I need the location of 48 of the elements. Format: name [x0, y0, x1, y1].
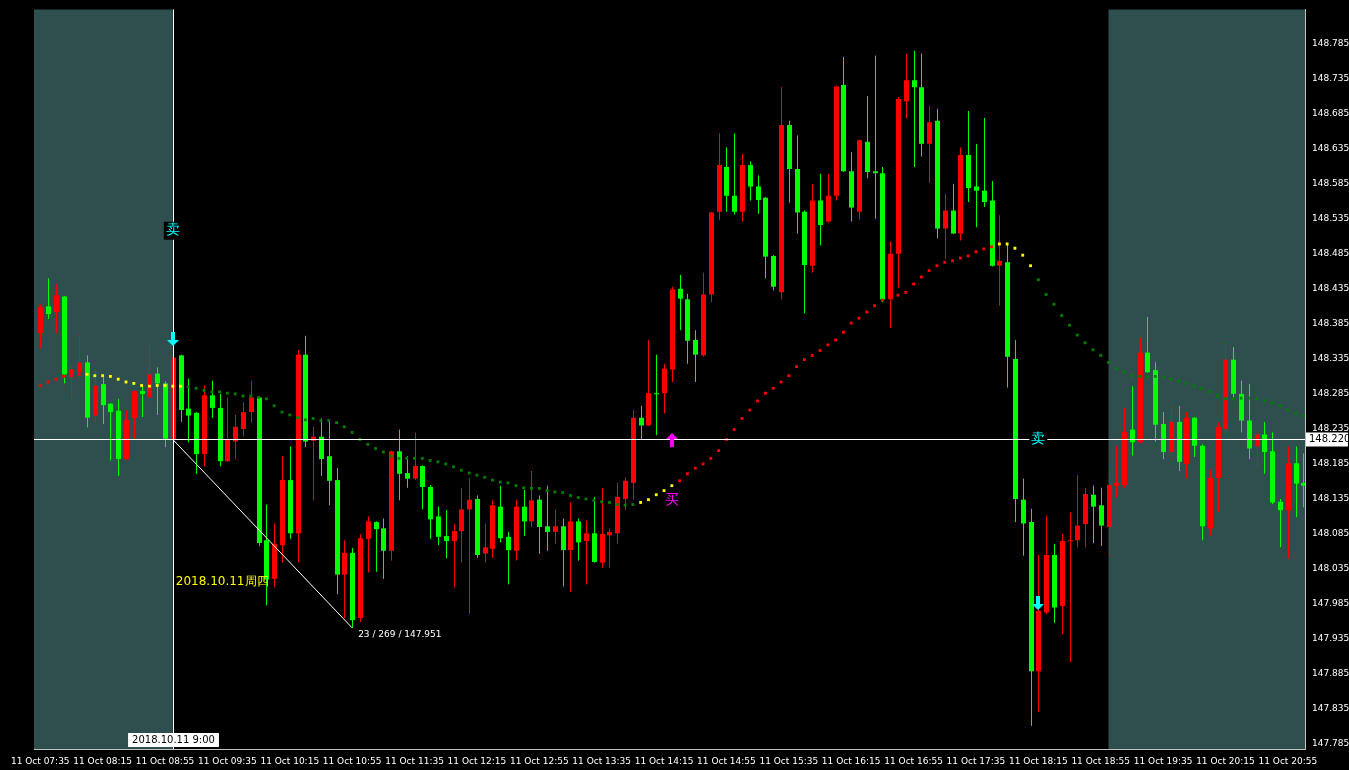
y-tick-label: 148.335 [1312, 353, 1349, 364]
y-tick-label: 148.435 [1312, 283, 1349, 294]
annotation: 卖 [165, 221, 180, 238]
ref-line-label: 148.220 [1309, 433, 1349, 445]
x-tick-label: 11 Oct 15:35 [759, 755, 819, 766]
y-tick-label: 148.035 [1312, 563, 1349, 574]
x-tick-label: 11 Oct 16:55 [884, 755, 943, 766]
y-tick-label: 148.285 [1312, 388, 1349, 399]
x-tick-label: 11 Oct 11:35 [385, 755, 444, 766]
x-tick-label: 11 Oct 14:55 [697, 755, 756, 766]
y-tick-label: 147.935 [1312, 633, 1349, 644]
y-tick-label: 148.385 [1312, 318, 1349, 329]
ref-line-label: 2018.10.11 9:00 [132, 733, 215, 745]
x-tick-label: 11 Oct 20:55 [1258, 755, 1318, 766]
x-tick-label: 11 Oct 16:15 [821, 755, 881, 766]
x-tick-label: 11 Oct 10:55 [322, 755, 382, 766]
y-tick-label: 148.685 [1312, 108, 1349, 119]
annotation: 买 [664, 491, 679, 508]
x-tick-label: 11 Oct 09:35 [198, 755, 257, 766]
y-tick-label: 147.785 [1312, 738, 1349, 749]
x-tick-label: 11 Oct 13:35 [572, 755, 631, 766]
y-tick-label: 148.535 [1312, 213, 1349, 224]
x-tick-label: 11 Oct 17:35 [946, 755, 1006, 766]
x-tick-label: 11 Oct 14:15 [634, 755, 694, 766]
x-tick-label: 11 Oct 08:15 [73, 755, 132, 766]
annotation: 卖 [1031, 430, 1046, 447]
y-tick-label: 148.735 [1312, 73, 1349, 84]
y-tick-label: 148.085 [1312, 528, 1349, 539]
y-tick-label: 148.785 [1312, 38, 1349, 49]
y-tick-label: 147.985 [1312, 598, 1349, 609]
y-tick-label: 148.135 [1312, 493, 1349, 504]
x-tick-label: 11 Oct 19:35 [1133, 755, 1193, 766]
x-tick-label: 11 Oct 07:35 [10, 755, 70, 766]
y-tick-label: 147.885 [1312, 668, 1349, 679]
x-tick-label: 11 Oct 12:15 [447, 755, 507, 766]
x-tick-label: 11 Oct 18:15 [1008, 755, 1068, 766]
y-tick-label: 148.235 [1312, 423, 1349, 434]
y-tick-label: 148.585 [1312, 178, 1349, 189]
annotation: 23 / 269 / 147.951 [358, 629, 442, 640]
y-tick-label: 147.835 [1312, 703, 1349, 714]
y-tick-label: 148.485 [1312, 248, 1349, 259]
x-tick-label: 11 Oct 08:55 [135, 755, 195, 766]
y-tick-label: 148.635 [1312, 143, 1349, 154]
x-tick-label: 11 Oct 12:55 [509, 755, 569, 766]
x-tick-label: 11 Oct 20:15 [1196, 755, 1255, 766]
x-tick-label: 11 Oct 10:15 [260, 755, 320, 766]
x-tick-label: 11 Oct 18:55 [1071, 755, 1131, 766]
y-tick-label: 148.185 [1312, 458, 1349, 469]
